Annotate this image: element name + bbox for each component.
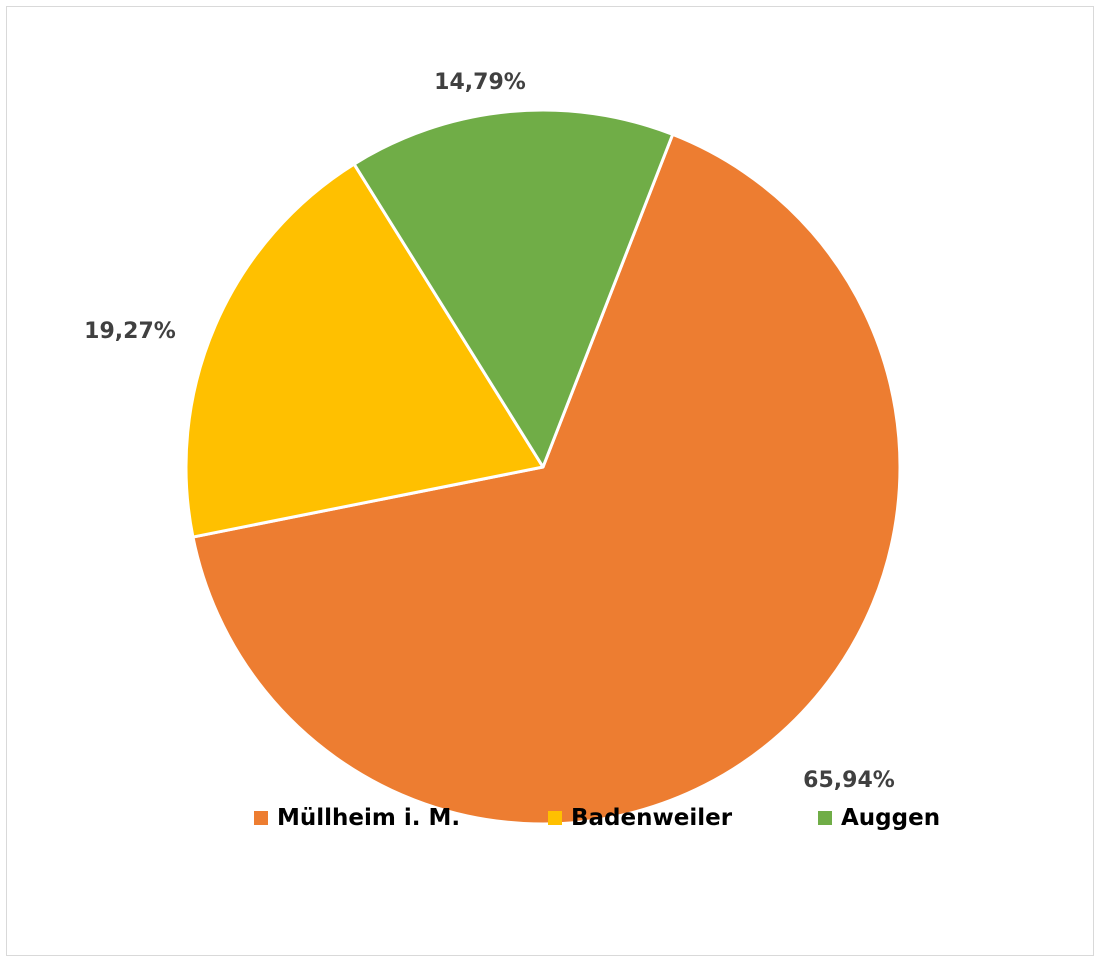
data-labels: 65,94% 19,27% 14,79% — [84, 70, 895, 793]
legend-swatch-auggen — [818, 811, 832, 825]
legend-swatch-badenweiler — [548, 811, 562, 825]
data-label-auggen: 14,79% — [434, 70, 526, 95]
pie-slice-badenweiler — [184, 162, 545, 539]
legend-item-muellheim: Müllheim i. M. — [254, 798, 460, 838]
pie-slice-muellheim — [191, 132, 902, 826]
legend-item-auggen: Auggen — [818, 798, 940, 838]
legend-label-badenweiler: Badenweiler — [571, 805, 733, 831]
pie-slice-auggen — [352, 108, 675, 469]
legend: Müllheim i. M. Badenweiler Auggen — [0, 798, 1098, 838]
legend-swatch-muellheim — [254, 811, 268, 825]
data-label-badenweiler: 19,27% — [84, 319, 176, 344]
data-label-muellheim: 65,94% — [803, 768, 895, 793]
legend-item-badenweiler: Badenweiler — [548, 798, 732, 838]
pie-slices — [184, 108, 902, 826]
legend-label-auggen: Auggen — [841, 805, 941, 831]
legend-label-muellheim: Müllheim i. M. — [277, 805, 461, 831]
